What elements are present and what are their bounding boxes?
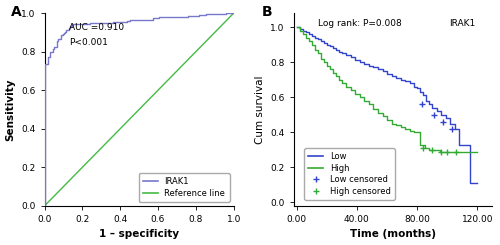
Text: A: A (10, 5, 21, 19)
Text: Log rank: P=0.008: Log rank: P=0.008 (318, 19, 402, 28)
Text: IRAK1: IRAK1 (448, 19, 475, 28)
Y-axis label: Cum survival: Cum survival (255, 75, 265, 144)
Text: AUC =0.910: AUC =0.910 (69, 23, 124, 32)
Y-axis label: Sensitivity: Sensitivity (6, 78, 16, 141)
Text: B: B (262, 5, 272, 19)
X-axis label: Time (months): Time (months) (350, 230, 436, 239)
Legend: Low, High, Low censored, High censored: Low, High, Low censored, High censored (304, 148, 394, 200)
Text: P<0.001: P<0.001 (69, 38, 108, 47)
Legend: IRAK1, Reference line: IRAK1, Reference line (138, 173, 230, 202)
X-axis label: 1 – specificity: 1 – specificity (99, 230, 179, 239)
